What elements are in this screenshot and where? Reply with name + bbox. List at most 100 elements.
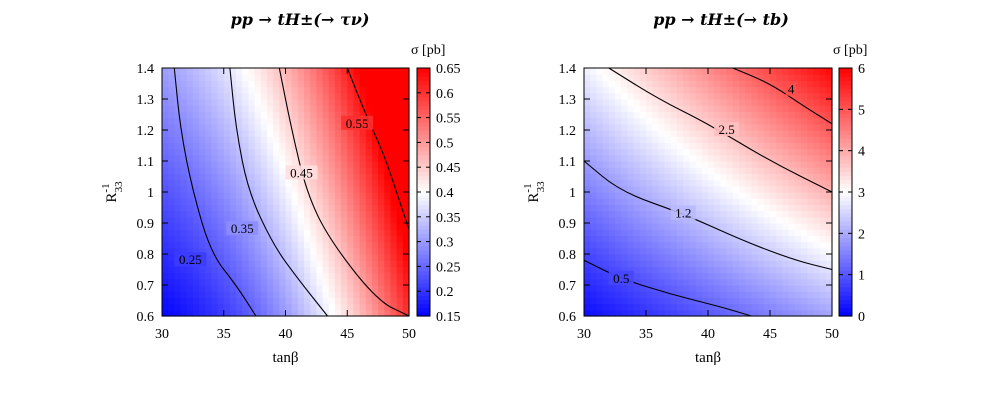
heatmap-cell xyxy=(726,223,734,230)
heatmap-cell xyxy=(328,142,336,150)
heatmap-cell xyxy=(328,148,336,156)
heatmap-cell xyxy=(211,223,219,230)
heatmap-cell xyxy=(390,285,398,292)
heatmap-cell xyxy=(168,130,175,137)
heatmap-cell xyxy=(192,297,200,305)
heatmap-cell xyxy=(396,130,404,137)
heatmap-cell xyxy=(285,204,293,212)
heatmap-cell xyxy=(677,123,684,131)
heatmap-cell xyxy=(677,198,684,205)
heatmap-cell xyxy=(236,198,243,205)
heatmap-cell xyxy=(726,272,734,280)
heatmap-cell xyxy=(627,303,635,311)
heatmap-cell xyxy=(751,204,759,212)
heatmap-cell xyxy=(596,260,604,267)
heatmap-cell xyxy=(359,80,367,88)
heatmap-cell xyxy=(192,278,200,286)
heatmap-cell xyxy=(168,254,175,261)
heatmap-cell xyxy=(402,123,410,131)
y-tick-label: 0.9 xyxy=(137,217,155,232)
heatmap-cell xyxy=(162,161,169,168)
heatmap-cell xyxy=(794,130,802,137)
heatmap-cell xyxy=(584,216,591,224)
heatmap-cell xyxy=(701,235,709,243)
heatmap-cell xyxy=(279,167,287,174)
colorbar-cell xyxy=(839,254,852,259)
heatmap-cell xyxy=(365,229,373,236)
heatmap-cell xyxy=(745,148,752,156)
colorbar-cell xyxy=(417,150,430,156)
heatmap-cell xyxy=(174,136,182,143)
heatmap-cell xyxy=(205,204,212,212)
heatmap-cell xyxy=(378,303,385,311)
heatmap-cell xyxy=(776,161,783,168)
heatmap-cell xyxy=(782,105,790,112)
heatmap-cell xyxy=(602,278,610,286)
heatmap-cell xyxy=(596,167,604,174)
heatmap-cell xyxy=(242,167,250,174)
heatmap-cell xyxy=(359,216,367,224)
heatmap-cell xyxy=(260,291,268,298)
heatmap-cell xyxy=(776,185,783,193)
heatmap-cell xyxy=(819,161,827,168)
heatmap-cell xyxy=(266,210,274,218)
heatmap-cell xyxy=(334,179,342,187)
heatmap-cell xyxy=(180,235,188,243)
heatmap-cell xyxy=(633,161,641,168)
heatmap-cell xyxy=(726,136,734,143)
heatmap-cell xyxy=(291,278,299,286)
heatmap-cell xyxy=(633,285,641,292)
heatmap-cell xyxy=(639,278,647,286)
heatmap-cell xyxy=(602,291,610,298)
heatmap-cell xyxy=(378,223,385,230)
colorbar-cell xyxy=(839,187,852,193)
heatmap-cell xyxy=(310,291,317,298)
heatmap-cell xyxy=(378,235,385,243)
heatmap-cell xyxy=(683,254,690,261)
heatmap-cell xyxy=(341,198,348,205)
heatmap-cell xyxy=(223,235,231,243)
heatmap-cell xyxy=(199,99,206,106)
heatmap-cell xyxy=(229,142,237,150)
heatmap-cell xyxy=(627,223,635,230)
heatmap-cell xyxy=(807,285,814,292)
heatmap-cell xyxy=(819,111,827,119)
heatmap-cell xyxy=(211,130,219,137)
y-tick-label: 1.2 xyxy=(137,124,155,139)
heatmap-cell xyxy=(652,86,659,94)
x-tick-label: 40 xyxy=(279,327,293,342)
colorbar-cell xyxy=(839,163,852,168)
heatmap-cell xyxy=(390,216,398,224)
heatmap-cell xyxy=(664,241,672,249)
heatmap-cell xyxy=(186,167,194,174)
heatmap-cell xyxy=(186,229,194,236)
heatmap-cell xyxy=(174,235,182,243)
heatmap-cell xyxy=(658,192,666,199)
heatmap-cell xyxy=(192,92,200,100)
heatmap-cell xyxy=(726,185,734,193)
heatmap-cell xyxy=(646,111,653,119)
heatmap-cell xyxy=(726,210,734,218)
heatmap-cell xyxy=(316,285,324,292)
heatmap-cell xyxy=(242,285,250,292)
heatmap-cell xyxy=(248,272,256,280)
heatmap-cell xyxy=(304,99,311,106)
heatmap-cell xyxy=(646,161,653,168)
heatmap-cell xyxy=(732,309,740,317)
heatmap-cell xyxy=(297,241,305,249)
heatmap-cell xyxy=(242,260,250,267)
heatmap-cell xyxy=(236,185,243,193)
heatmap-cell xyxy=(770,179,777,187)
heatmap-cell xyxy=(236,173,243,181)
heatmap-cell xyxy=(695,74,703,81)
heatmap-cell xyxy=(384,74,392,81)
heatmap-cell xyxy=(316,92,324,100)
heatmap-cell xyxy=(192,247,200,255)
heatmap-cell xyxy=(714,260,721,267)
heatmap-cell xyxy=(341,161,348,168)
colorbar-cell xyxy=(417,76,430,81)
heatmap-cell xyxy=(254,74,262,81)
heatmap-cell xyxy=(813,123,821,131)
colorbar-cell xyxy=(417,187,430,193)
heatmap-cell xyxy=(819,148,827,156)
